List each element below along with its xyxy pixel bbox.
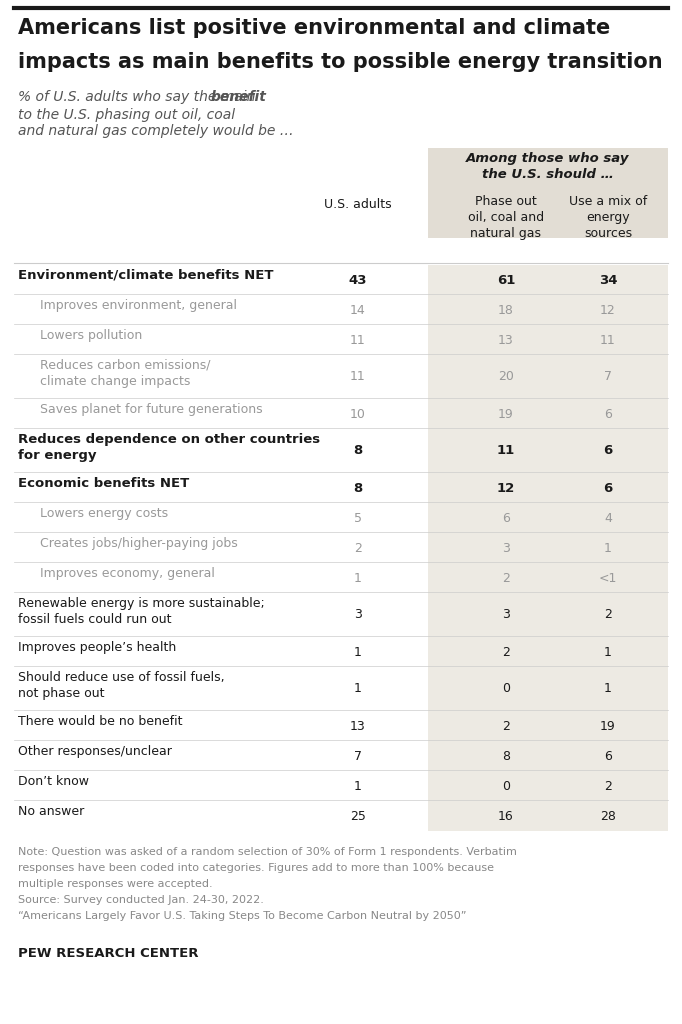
Text: 8: 8 (353, 481, 363, 495)
Text: 6: 6 (502, 512, 510, 524)
Bar (428, 265, 668, 831)
Text: 1: 1 (354, 571, 362, 585)
Text: Improves economy, general: Improves economy, general (40, 567, 215, 580)
Text: 61: 61 (496, 273, 515, 287)
Text: Source: Survey conducted Jan. 24-30, 2022.: Source: Survey conducted Jan. 24-30, 202… (18, 895, 264, 905)
Text: benefit: benefit (211, 90, 267, 104)
Text: 5: 5 (354, 512, 362, 524)
Text: Among those who say
the U.S. should …: Among those who say the U.S. should … (466, 152, 629, 181)
Text: Improves people’s health: Improves people’s health (18, 641, 176, 654)
Text: 18: 18 (498, 303, 514, 316)
Text: 1: 1 (604, 645, 612, 658)
Text: 6: 6 (604, 481, 612, 495)
Text: 11: 11 (497, 444, 515, 458)
Text: 43: 43 (349, 273, 367, 287)
Text: 8: 8 (502, 750, 510, 763)
Text: 2: 2 (354, 542, 362, 555)
Text: 11: 11 (350, 334, 366, 346)
Text: 1: 1 (354, 779, 362, 793)
Text: 6: 6 (604, 408, 612, 421)
Text: multiple responses were accepted.: multiple responses were accepted. (18, 879, 213, 889)
Text: 0: 0 (502, 779, 510, 793)
Text: Americans list positive environmental and climate: Americans list positive environmental an… (18, 18, 610, 38)
Text: to the U.S. phasing out oil, coal: to the U.S. phasing out oil, coal (18, 108, 235, 122)
Text: 34: 34 (599, 273, 617, 287)
Text: 12: 12 (497, 481, 515, 495)
Text: 6: 6 (604, 750, 612, 763)
Text: 14: 14 (350, 303, 366, 316)
Text: There would be no benefit: There would be no benefit (18, 715, 183, 728)
Text: <1: <1 (599, 571, 617, 585)
Text: Don’t know: Don’t know (18, 775, 89, 788)
Text: 19: 19 (498, 408, 514, 421)
Text: 1: 1 (354, 645, 362, 658)
Text: 28: 28 (600, 810, 616, 822)
Text: 7: 7 (604, 371, 612, 384)
Text: 0: 0 (502, 683, 510, 695)
Text: 1: 1 (604, 542, 612, 555)
Text: Economic benefits NET: Economic benefits NET (18, 477, 189, 490)
Text: 2: 2 (604, 779, 612, 793)
Text: Note: Question was asked of a random selection of 30% of Form 1 respondents. Ver: Note: Question was asked of a random sel… (18, 847, 517, 857)
Bar (428, 148, 668, 238)
Text: 2: 2 (502, 571, 510, 585)
Text: U.S. adults: U.S. adults (324, 198, 392, 211)
Text: Lowers energy costs: Lowers energy costs (40, 507, 168, 520)
Text: responses have been coded into categories. Figures add to more than 100% because: responses have been coded into categorie… (18, 863, 494, 873)
Text: “Americans Largely Favor U.S. Taking Steps To Become Carbon Neutral by 2050”: “Americans Largely Favor U.S. Taking Ste… (18, 911, 466, 921)
Text: 7: 7 (354, 750, 362, 763)
Text: Phase out
oil, coal and
natural gas: Phase out oil, coal and natural gas (468, 195, 544, 240)
Text: No answer: No answer (18, 805, 85, 818)
Text: 12: 12 (600, 303, 616, 316)
Text: 13: 13 (350, 720, 366, 732)
Text: Saves planet for future generations: Saves planet for future generations (40, 403, 263, 416)
Text: 16: 16 (498, 810, 514, 822)
Text: Creates jobs/higher-paying jobs: Creates jobs/higher-paying jobs (40, 537, 238, 550)
Text: 3: 3 (354, 608, 362, 622)
Text: Other responses/unclear: Other responses/unclear (18, 745, 172, 758)
Text: Environment/climate benefits NET: Environment/climate benefits NET (18, 269, 273, 282)
Text: 2: 2 (502, 720, 510, 732)
Text: 6: 6 (604, 444, 612, 458)
Text: % of U.S. adults who say the main: % of U.S. adults who say the main (18, 90, 260, 104)
Text: Reduces dependence on other countries
for energy: Reduces dependence on other countries fo… (18, 433, 320, 462)
Text: and natural gas completely would be …: and natural gas completely would be … (18, 124, 294, 138)
Text: 2: 2 (604, 608, 612, 622)
Text: Reduces carbon emissions/
climate change impacts: Reduces carbon emissions/ climate change… (40, 359, 211, 388)
Text: Improves environment, general: Improves environment, general (40, 299, 237, 312)
Text: 20: 20 (498, 371, 514, 384)
Text: 11: 11 (600, 334, 616, 346)
Text: 11: 11 (350, 371, 366, 384)
Text: impacts as main benefits to possible energy transition: impacts as main benefits to possible ene… (18, 52, 663, 72)
Text: 25: 25 (350, 810, 366, 822)
Text: 13: 13 (498, 334, 514, 346)
Text: 3: 3 (502, 608, 510, 622)
Text: 19: 19 (600, 720, 616, 732)
Text: Use a mix of
energy
sources: Use a mix of energy sources (569, 195, 647, 240)
Text: 4: 4 (604, 512, 612, 524)
Text: 8: 8 (353, 444, 363, 458)
Text: 3: 3 (502, 542, 510, 555)
Text: 1: 1 (354, 683, 362, 695)
Text: Should reduce use of fossil fuels,
not phase out: Should reduce use of fossil fuels, not p… (18, 671, 224, 700)
Text: Renewable energy is more sustainable;
fossil fuels could run out: Renewable energy is more sustainable; fo… (18, 597, 265, 626)
Text: 2: 2 (502, 645, 510, 658)
Text: PEW RESEARCH CENTER: PEW RESEARCH CENTER (18, 947, 198, 961)
Text: Lowers pollution: Lowers pollution (40, 329, 143, 342)
Text: 1: 1 (604, 683, 612, 695)
Text: 10: 10 (350, 408, 366, 421)
